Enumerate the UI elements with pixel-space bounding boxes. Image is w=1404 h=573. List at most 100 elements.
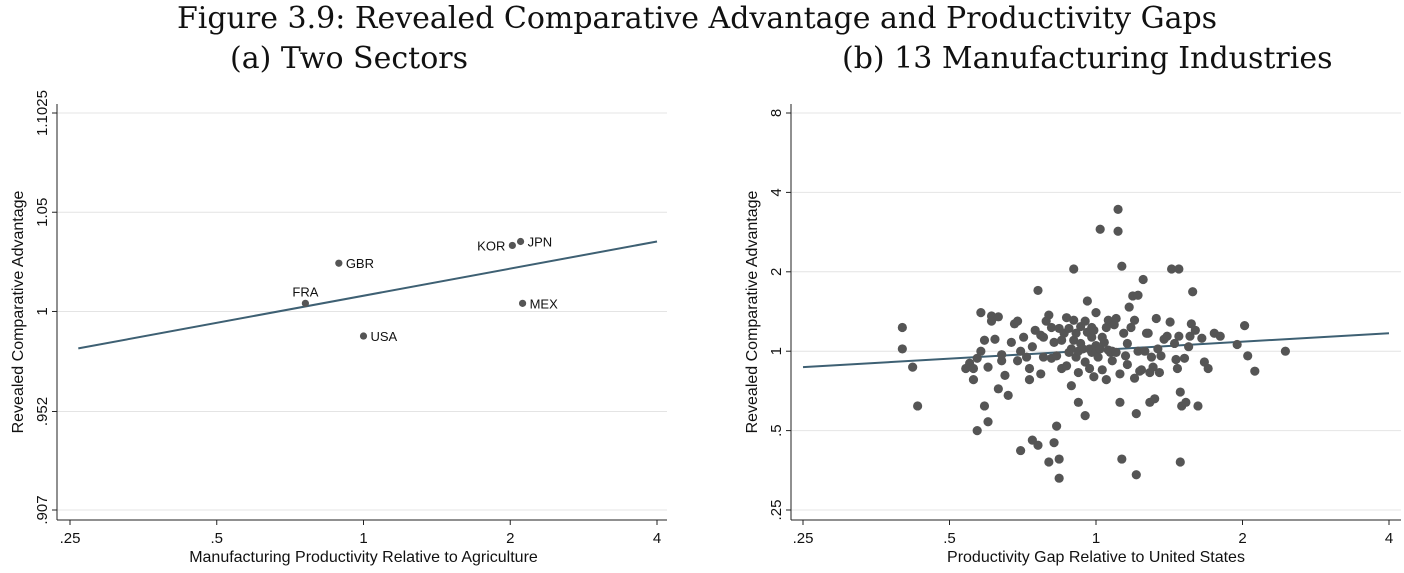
data-point [1097,365,1107,375]
data-point [897,344,907,354]
point-label-gbr: GBR [346,256,374,271]
data-point [1066,344,1076,354]
data-point [1089,325,1099,335]
data-point [990,334,1000,344]
data-point [1169,338,1180,349]
data-point [1064,323,1074,334]
data-point [1091,308,1101,318]
data-point [1069,264,1079,274]
data-point [1232,339,1242,350]
data-point [1129,315,1140,325]
data-point [1057,335,1067,345]
data-point [1154,367,1165,378]
data-point [1038,352,1049,362]
data-point [1172,363,1183,374]
data-point [1071,328,1081,338]
data-point [983,362,993,372]
data-point [897,322,907,333]
y-tick-label-1: .952 [34,397,51,426]
data-point [1006,337,1016,347]
data-point [1131,408,1141,419]
data-point [1033,285,1043,296]
data-point [1012,356,1023,366]
data-point [1203,363,1213,374]
data-point [976,308,986,318]
data-point [1215,331,1225,341]
y-tick-label-3: 2 [768,268,785,276]
data-point [1174,331,1184,341]
data-point [1181,397,1191,407]
data-point [972,353,982,363]
data-point [1082,296,1092,306]
data-point [1046,322,1057,333]
data-point [1080,357,1090,367]
data-point [1000,370,1010,380]
data-point [1171,354,1181,365]
panel-b: .25 .5 1 2 4 8 .25 .5 1 2 4 Productivity Gap Relati… [744,104,1401,566]
data-point [1069,335,1079,345]
data-point [1175,457,1185,467]
data-point [1066,381,1076,391]
data-point [1162,331,1172,341]
data-point [1156,351,1166,361]
data-point [1101,375,1111,385]
data-point [1078,344,1088,354]
data-point [1117,261,1127,271]
panel-a: .907 .952 1 1.05 1.1025 .25 .5 1 2 4 Manufacturing… [10,90,667,566]
data-point [1107,356,1117,366]
y-tick-label-2: 1 [768,347,785,355]
data-point [1021,352,1032,362]
data-point [1093,352,1103,362]
data-point [1073,367,1083,378]
data-point [1049,438,1059,448]
x-tick-label-2: 1 [359,530,367,547]
data-point [993,384,1003,394]
data-point [1095,344,1105,354]
data-point [1126,322,1136,333]
data-point [979,335,990,345]
x-axis-title: Productivity Gap Relative to United Stat… [947,549,1245,566]
data-point-fra [301,299,309,307]
y-tick-label-2: 1 [34,307,51,315]
x-tick-label-0: .25 [793,530,814,547]
data-point [1111,347,1121,357]
point-label-kor: KOR [477,238,505,253]
data-point [1250,366,1260,376]
data-point [1129,373,1140,383]
data-point [1166,264,1177,274]
panel-a-title: (a) Two Sectors [230,41,469,76]
data-point [1054,473,1064,483]
data-point [1133,346,1143,356]
data-point [1148,362,1158,372]
x-tick-label-4: 4 [1385,530,1393,547]
data-point [1131,470,1141,480]
data-point [1143,328,1153,338]
point-label-fra: FRA [292,284,318,299]
data-point [1044,457,1054,467]
data-point [1151,313,1161,324]
data-point [1033,440,1043,450]
data-point [979,401,990,411]
data-point [1197,333,1207,343]
y-tick-label-3: 1.05 [34,198,51,227]
data-point [1175,387,1185,397]
data-point [1084,363,1095,374]
y-tick-label-1: .5 [768,424,785,437]
data-point [1003,390,1013,400]
data-point [1080,316,1090,326]
x-tick-label-1: .5 [943,530,956,547]
data-point [1080,410,1090,421]
data-point [1117,454,1127,464]
data-point [968,363,979,374]
data-point [1184,342,1194,352]
data-point [1193,401,1203,411]
point-label-mex: MEX [530,296,559,311]
data-point [1185,331,1195,341]
data-point [1113,204,1123,214]
point-label-jpn: JPN [528,234,553,249]
data-point [976,346,986,356]
data-point [1061,361,1072,371]
data-point [986,311,997,321]
data-point-mex [518,299,527,307]
data-point [1073,397,1083,407]
